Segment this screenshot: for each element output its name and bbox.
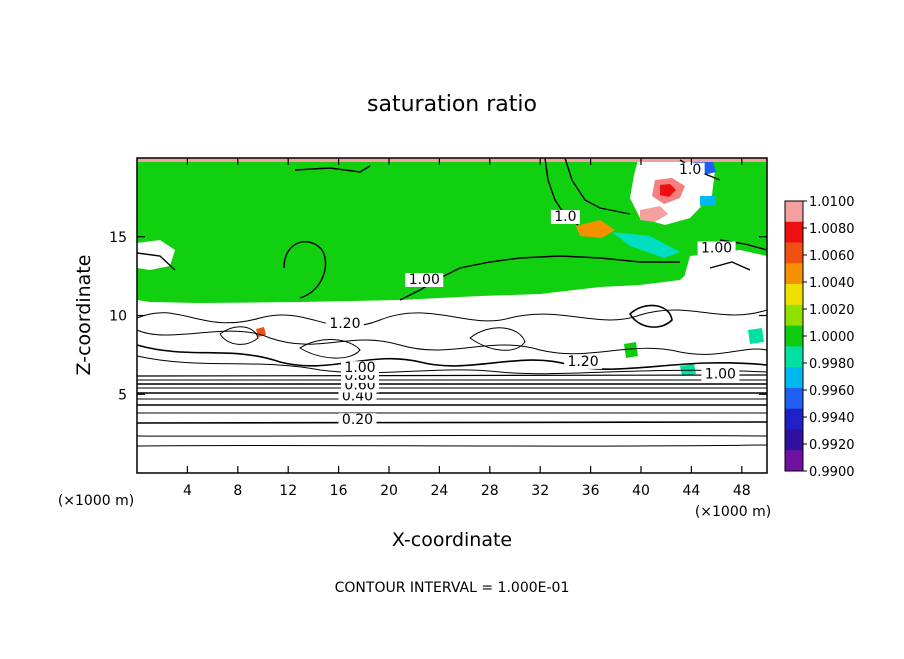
x-tick-label: 24 xyxy=(430,483,448,499)
x-tick-label: 36 xyxy=(582,483,600,499)
contour-label: 0.40 xyxy=(342,389,373,405)
colorbar-label: 0.9900 xyxy=(809,465,855,480)
contour-label: 1.0 xyxy=(679,162,701,178)
plot-area: 0.200.400.600.801.001.201.201.001.001.00… xyxy=(109,157,768,499)
cyan-patch xyxy=(612,232,680,258)
x-tick-label: 48 xyxy=(733,483,751,499)
contour-label: 1.00 xyxy=(705,367,736,383)
colorbar-swatch xyxy=(785,304,803,327)
x-unit-label: (×1000 m) xyxy=(695,504,771,520)
x-ticks: 4 8 12 16 20 24 28 32 36 40 44 48 xyxy=(183,158,751,499)
colorbar-swatch xyxy=(785,450,803,472)
x-tick-label: 32 xyxy=(531,483,549,499)
colorbar-swatch xyxy=(785,429,803,451)
colorbar-label: 0.9940 xyxy=(809,411,855,426)
y-tick-label: 10 xyxy=(109,309,127,325)
colorbar-label: 1.0060 xyxy=(809,249,855,264)
top-strip xyxy=(137,158,767,162)
red-patch-2 xyxy=(640,206,668,222)
colorbar-label: 0.9980 xyxy=(809,357,855,372)
x-tick-label: 16 xyxy=(330,483,348,499)
contour-label-bg xyxy=(325,317,364,332)
contour-label: 1.0 xyxy=(554,209,576,225)
colorbar-label: 1.0100 xyxy=(809,195,855,210)
chart-title: saturation ratio xyxy=(367,92,537,117)
colorbar-swatch xyxy=(785,346,803,368)
colorbar-label: 0.9920 xyxy=(809,438,855,453)
x-tick-label: 4 xyxy=(183,483,192,499)
x-tick-label: 40 xyxy=(632,483,650,499)
contour-label-bg xyxy=(550,210,580,224)
x-tick-label: 44 xyxy=(682,483,700,499)
white-pocket-right xyxy=(682,250,767,306)
contour-label-bg xyxy=(405,273,444,287)
colorbar-swatch xyxy=(785,284,803,306)
colorbar-label: 1.0040 xyxy=(809,276,855,291)
x-tick-label: 20 xyxy=(380,483,398,499)
y-unit-label: (×1000 m) xyxy=(58,493,134,509)
contour-labels: 0.200.400.600.801.001.201.201.001.001.00… xyxy=(325,162,740,428)
contour-label-bg xyxy=(338,413,377,428)
red-patch-inner xyxy=(660,184,676,197)
contour-label: 0.20 xyxy=(342,412,373,428)
green-spot xyxy=(624,342,638,358)
contour-interval-note: CONTOUR INTERVAL = 1.000E-01 xyxy=(335,580,570,596)
colorbar: 1.0100 1.0080 1.0060 1.0040 1.0020 1.0000 0.99… xyxy=(784,195,855,480)
colorbar-label: 1.0080 xyxy=(809,222,855,237)
x-tick-label: 28 xyxy=(481,483,499,499)
contour-label-bg xyxy=(675,162,705,177)
contour-label: 1.00 xyxy=(409,272,440,288)
contour-label-bg xyxy=(697,241,736,256)
contour-label: 1.00 xyxy=(344,360,375,376)
colorbar-swatch xyxy=(785,221,803,244)
colorbar-swatch xyxy=(785,263,803,285)
middle-contours xyxy=(136,304,768,375)
y-ticks: 5 10 15 xyxy=(109,230,767,403)
white-intrusion xyxy=(137,256,767,305)
contour-label: 1.00 xyxy=(701,241,732,257)
contour-label-bg xyxy=(701,367,740,382)
contour-label-bg xyxy=(341,361,380,376)
x-tick-label: 8 xyxy=(233,483,242,499)
blue-patch-2 xyxy=(700,196,716,206)
contour-label-bg xyxy=(564,354,603,369)
colorbar-label: 0.9960 xyxy=(809,384,855,399)
y-tick-label: 5 xyxy=(118,387,127,403)
lower-contours xyxy=(136,374,768,447)
colorbar-swatch xyxy=(785,201,803,223)
contour-label: 1.20 xyxy=(567,354,598,370)
colorbar-swatch xyxy=(785,408,803,430)
colorbar-swatch xyxy=(785,242,803,264)
contour-label: 1.20 xyxy=(329,316,360,332)
x-tick-label: 12 xyxy=(279,483,297,499)
colorbar-swatch xyxy=(785,367,803,389)
colorbar-swatch xyxy=(785,325,803,347)
orange-rim xyxy=(576,220,615,238)
colorbar-swatch xyxy=(785,387,803,410)
y-tick-label: 15 xyxy=(109,230,127,246)
contour-label-bg xyxy=(338,389,377,404)
colorbar-label: 1.0000 xyxy=(809,330,855,345)
x-axis-label: X-coordinate xyxy=(392,529,512,551)
cyan-spot-2 xyxy=(748,328,764,344)
y-axis-label: Z-coordinate xyxy=(73,255,95,376)
colorbar-label: 1.0020 xyxy=(809,303,855,318)
